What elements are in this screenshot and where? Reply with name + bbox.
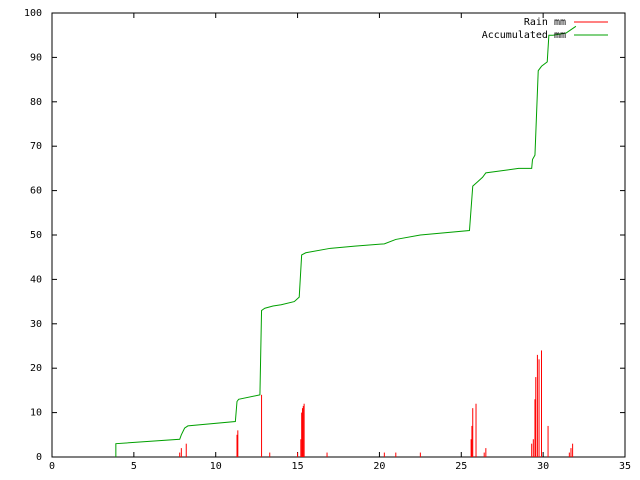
y-tick-label: 10 [30, 408, 42, 419]
x-tick-label: 25 [455, 461, 467, 472]
legend: Rain mm Accumulated mm [482, 17, 608, 41]
y-tick-label: 100 [24, 8, 42, 19]
y-tick-label: 60 [30, 186, 42, 197]
x-tick-label: 0 [49, 461, 55, 472]
x-tick-label: 5 [131, 461, 137, 472]
x-axis-ticks: 0 5 10 15 20 25 30 35 [49, 13, 631, 472]
y-tick-label: 90 [30, 52, 42, 63]
plot-area [115, 25, 577, 457]
y-axis-ticks: 0 10 20 30 40 50 60 70 80 90 100 [24, 8, 625, 463]
y-tick-label: 20 [30, 363, 42, 374]
legend-label: Rain mm [524, 17, 566, 28]
x-tick-label: 15 [292, 461, 304, 472]
y-tick-label: 30 [30, 319, 42, 330]
x-tick-label: 35 [619, 461, 631, 472]
y-tick-label: 80 [30, 97, 42, 108]
rain-series [179, 350, 574, 457]
y-tick-label: 50 [30, 230, 42, 241]
y-tick-label: 40 [30, 274, 42, 285]
y-tick-label: 70 [30, 141, 42, 152]
x-tick-label: 10 [210, 461, 222, 472]
x-tick-label: 30 [537, 461, 549, 472]
legend-label: Accumulated mm [482, 30, 566, 41]
accumulated-line [115, 25, 577, 457]
x-tick-label: 20 [373, 461, 385, 472]
y-tick-label: 0 [36, 452, 42, 463]
